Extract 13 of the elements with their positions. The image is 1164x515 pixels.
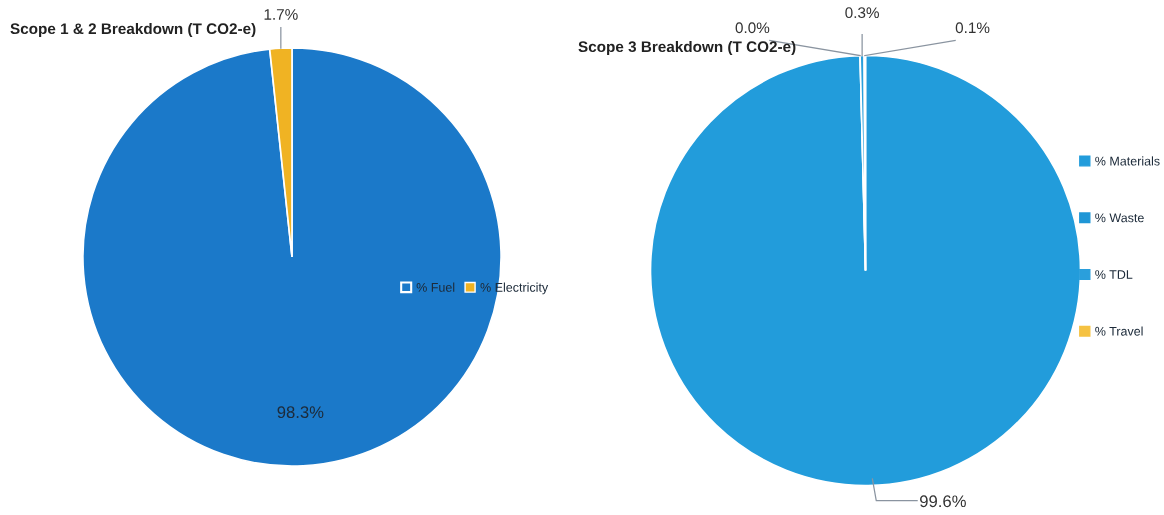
legend-label: % Travel [1095,326,1143,336]
data-label: 1.7% [264,9,298,20]
text: 0.0% [735,22,770,34]
text: Scope 1 & 2 Breakdown (T CO2-e) [10,22,256,38]
legend-label: % TDL [1095,270,1133,279]
data-label: 98.3% [277,406,324,419]
data-label: 0.3% [845,7,879,19]
data-label: 99.6% [920,495,966,508]
legend-label: % Materials [1095,156,1160,166]
legend-label: % Fuel [416,282,455,292]
legend-label: % Waste [1095,213,1144,223]
text: Scope 3 Breakdown (T CO2-e) [578,40,796,56]
data-label: 0.1% [955,22,990,34]
